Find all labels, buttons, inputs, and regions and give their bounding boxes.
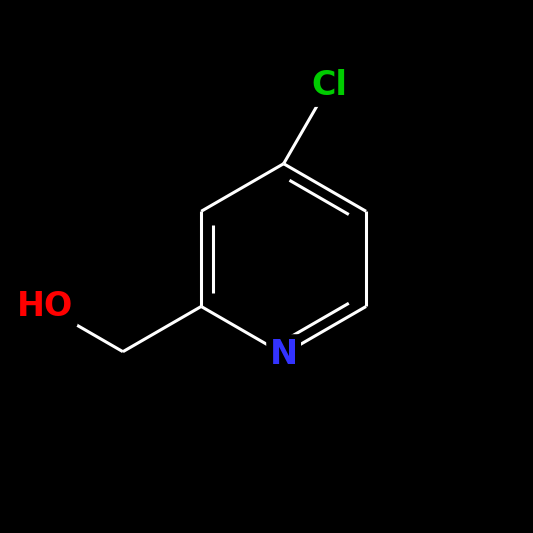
Text: HO: HO xyxy=(17,290,72,323)
Text: Cl: Cl xyxy=(311,69,347,102)
Text: N: N xyxy=(270,337,298,370)
